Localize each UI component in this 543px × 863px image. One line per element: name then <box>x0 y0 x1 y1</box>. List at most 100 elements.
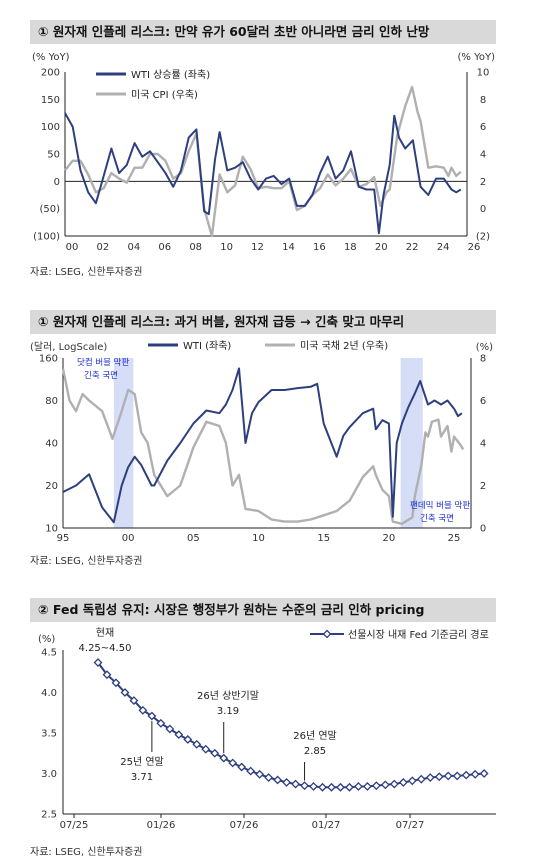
annotation-text: 긴축 국면 <box>84 370 118 381</box>
y-right-tick-label: 2 <box>480 481 486 492</box>
data-point-marker <box>470 769 480 779</box>
data-point-marker <box>210 748 220 758</box>
x-tick-label: 18 <box>344 242 357 253</box>
wti-series-line <box>64 112 462 235</box>
panel-commodity-inflation: ① 원자재 인플레 리스크: 만약 유가 60달러 초반 아니라면 금리 인하 … <box>0 0 543 290</box>
x-tick-label: 20 <box>383 533 396 544</box>
x-tick-label: 00 <box>66 242 79 253</box>
data-point-marker <box>479 769 489 778</box>
annotation-value: 4.25~4.50 <box>79 643 132 654</box>
data-point-marker <box>111 678 121 688</box>
x-tick-label: 07/27 <box>396 820 425 831</box>
x-tick-label: 20 <box>375 242 388 253</box>
x-tick-label: 10 <box>252 533 265 544</box>
data-point-marker <box>300 781 309 791</box>
annotation-text: 긴축 국면 <box>420 513 454 524</box>
panel-fed-path: ② Fed 독립성 유지: 시장은 행정부가 원하는 수준의 금리 인하 pri… <box>0 580 543 863</box>
y-tick-label: 3.0 <box>41 769 57 780</box>
data-point-marker <box>327 782 336 792</box>
y-left-tick-label: 200 <box>41 68 60 79</box>
treasury-2y-series-line <box>61 368 465 525</box>
annotation-value: 2.85 <box>304 746 326 757</box>
shaded-period <box>113 358 134 528</box>
legend-label: WTI (좌축) <box>183 340 231 352</box>
annotation-value: 3.19 <box>217 706 239 717</box>
data-point-marker <box>434 772 444 782</box>
x-tick-label: 01/27 <box>312 820 341 831</box>
y-left-tick-label: 100 <box>41 122 60 133</box>
y-right-tick-label: 2 <box>480 177 486 188</box>
y-right-tick-label: 4 <box>480 150 486 161</box>
y-right-axis-label: (%) <box>476 342 493 353</box>
y-tick-label: 3.5 <box>41 729 57 740</box>
x-tick-label: 25 <box>448 533 461 544</box>
y-axis-label: (%) <box>38 634 55 645</box>
y-right-tick-label: 8 <box>480 354 486 365</box>
y-left-tick-label: 80 <box>45 396 58 407</box>
annotation-value: 3.71 <box>131 772 153 783</box>
data-point-marker <box>416 774 426 784</box>
y-right-tick-label: 6 <box>480 396 486 407</box>
legend-label: 선물시장 내재 Fed 기준금리 경로 <box>348 628 489 641</box>
data-point-marker <box>291 779 300 789</box>
data-point-marker <box>354 782 363 791</box>
y-left-tick-label: (100) <box>33 232 60 243</box>
x-tick-label: 16 <box>313 242 326 253</box>
y-tick-label: 4.0 <box>41 688 57 699</box>
y-left-axis-label: (달러, LogScale) <box>30 341 107 353</box>
data-point-marker <box>362 782 372 791</box>
wti-cpi-chart: (% YoY) (% YoY)200150100500(50)(100)10864… <box>32 52 495 253</box>
annotation-label: 26년 연말 <box>293 730 337 742</box>
data-point-marker <box>407 776 417 786</box>
data-point-marker <box>174 730 184 740</box>
x-tick-label: 95 <box>57 533 70 544</box>
y-left-tick-label: (50) <box>39 204 60 215</box>
x-tick-label: 07/26 <box>230 820 259 831</box>
y-left-tick-label: 20 <box>45 481 58 492</box>
x-tick-label: 24 <box>437 242 450 253</box>
y-right-tick-label: 0 <box>480 524 486 535</box>
data-point-marker <box>201 744 211 754</box>
x-tick-label: 00 <box>122 533 135 544</box>
data-point-marker <box>246 766 256 776</box>
chart-title: ① 원자재 인플레 리스크: 만약 유가 60달러 초반 아니라면 금리 인하 … <box>30 20 496 44</box>
annotation-text: 닷컴 버블 막판 <box>77 357 130 368</box>
y-right-tick-label: 10 <box>477 68 490 79</box>
data-point-marker <box>255 769 265 779</box>
x-tick-label: 26 <box>468 242 481 253</box>
data-point-marker <box>443 771 453 781</box>
wti-series-line <box>62 367 463 524</box>
fed-rate-path-chart: (%) 4.5 4.0 3.5 3.0 2.507/25 01/26 07/26 01/27 07… <box>38 627 496 831</box>
y-left-tick-label: 160 <box>39 354 58 365</box>
x-tick-label: 12 <box>251 242 264 253</box>
y-tick-label: 4.5 <box>41 648 57 659</box>
y-right-tick-label: (2) <box>476 232 490 243</box>
x-tick-label: 04 <box>127 242 140 253</box>
x-tick-label: 07/25 <box>60 820 89 831</box>
legend-label: WTI 상승률 (좌축) <box>131 69 210 81</box>
data-point-marker <box>138 705 148 715</box>
x-tick-label: 02 <box>97 242 110 253</box>
source-note: 자료: LSEG, 신한투자증권 <box>30 556 143 567</box>
data-point-marker <box>228 758 238 768</box>
annotation-label: 25년 연말 <box>120 756 164 768</box>
y-left-tick-label: 0 <box>54 177 60 188</box>
data-point-marker <box>273 775 283 785</box>
legend-label: 미국 CPI (우축) <box>131 89 198 101</box>
x-tick-label: 15 <box>317 533 330 544</box>
data-point-marker <box>156 718 166 728</box>
data-point-marker <box>389 779 399 789</box>
annotation-text: 팬데믹 버블 막판 <box>410 500 470 511</box>
data-point-marker <box>425 773 435 782</box>
data-point-marker <box>93 658 103 667</box>
data-point-marker <box>282 777 291 787</box>
data-point-marker <box>380 780 390 790</box>
data-point-marker <box>336 782 345 792</box>
data-point-marker <box>147 711 157 721</box>
cpi-series-line <box>64 85 462 238</box>
y-left-tick-label: 150 <box>41 95 60 106</box>
x-tick-label: 14 <box>282 242 295 253</box>
legend-marker <box>322 629 332 639</box>
data-point-marker <box>237 762 247 772</box>
